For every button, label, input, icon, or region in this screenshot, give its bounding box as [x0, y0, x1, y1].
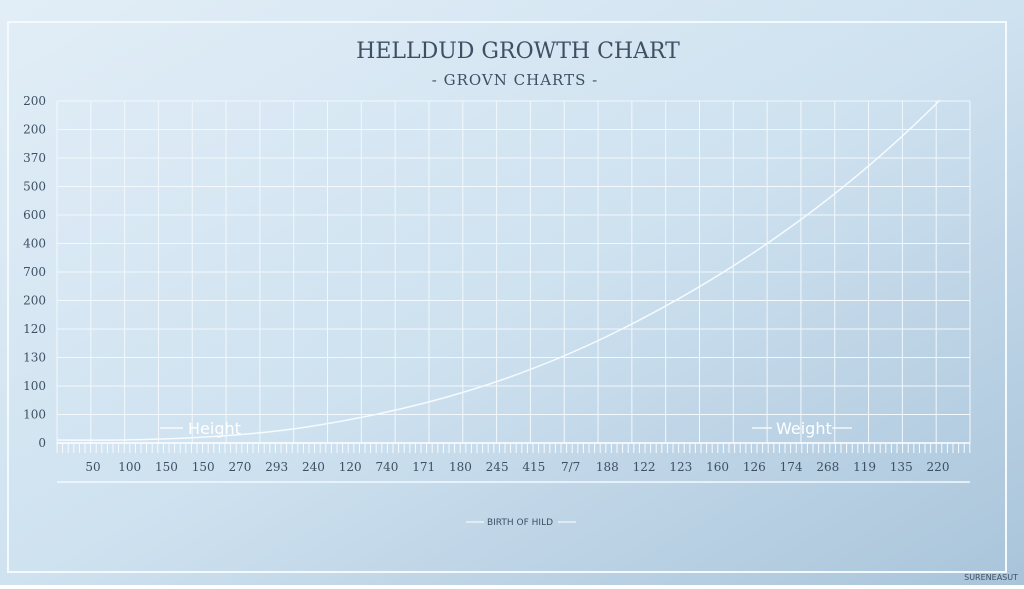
x-label: 240 — [302, 460, 325, 474]
x-label: 126 — [743, 460, 766, 474]
x-label: 160 — [706, 460, 729, 474]
growth-curve — [56, 99, 941, 441]
x-label: 174 — [780, 460, 803, 474]
x-label: 50 — [85, 460, 100, 474]
x-label: 270 — [229, 460, 252, 474]
grid — [56, 100, 971, 453]
y-label: 200 — [23, 294, 46, 308]
x-label: 150 — [192, 460, 215, 474]
y-label: 200 — [23, 94, 46, 108]
x-label: 7/7 — [561, 460, 580, 474]
x-label: 123 — [669, 460, 692, 474]
x-label: 188 — [596, 460, 619, 474]
x-label: 293 — [265, 460, 288, 474]
x-label: 220 — [927, 460, 950, 474]
y-label: 600 — [23, 208, 46, 222]
y-label: 100 — [23, 379, 46, 393]
y-label: 370 — [23, 151, 46, 165]
y-label: 400 — [23, 237, 46, 251]
y-label: 100 — [23, 408, 46, 422]
legend-height: Height — [188, 419, 241, 438]
y-label: 700 — [23, 265, 46, 279]
frame — [7, 21, 1007, 573]
title: HELLDUD GROWTH CHART — [356, 39, 680, 64]
x-label: 122 — [633, 460, 656, 474]
x-label: 119 — [853, 460, 876, 474]
corner-label: SURENEASUT — [964, 573, 1018, 582]
legend-weight: Weight — [776, 419, 832, 438]
x-label: 180 — [449, 460, 472, 474]
x-label: 135 — [890, 460, 913, 474]
x-label: 268 — [816, 460, 839, 474]
x-label: 740 — [375, 460, 398, 474]
x-label: 171 — [412, 460, 435, 474]
y-label: 200 — [23, 123, 46, 137]
y-label: 0 — [38, 436, 46, 450]
x-label: 100 — [118, 460, 141, 474]
y-label: 130 — [23, 351, 46, 365]
x-axis-title: BIRTH OF HILD — [487, 518, 553, 528]
x-label: 120 — [339, 460, 362, 474]
y-label: 500 — [23, 180, 46, 194]
x-label: 150 — [155, 460, 178, 474]
subtitle: - GROVN CHARTS - — [432, 71, 598, 89]
y-label: 120 — [23, 322, 46, 336]
x-label: 415 — [522, 460, 545, 474]
x-label: 245 — [486, 460, 509, 474]
